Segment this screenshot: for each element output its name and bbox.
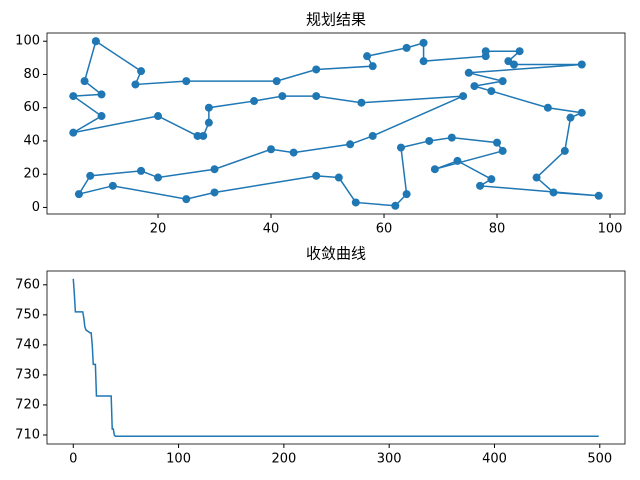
data-point bbox=[543, 103, 552, 112]
data-point bbox=[515, 47, 524, 56]
data-point bbox=[74, 190, 83, 199]
data-point bbox=[459, 92, 468, 101]
x-tick-label: 40 bbox=[263, 222, 280, 237]
data-point bbox=[346, 140, 355, 149]
data-point bbox=[312, 171, 321, 180]
data-point bbox=[204, 118, 213, 127]
data-point bbox=[425, 136, 434, 145]
data-point bbox=[351, 198, 360, 207]
plot-frame bbox=[46, 32, 626, 215]
y-tick-label: 740 bbox=[15, 337, 40, 352]
y-tick-label: 20 bbox=[23, 167, 40, 182]
data-point bbox=[312, 65, 321, 74]
data-point bbox=[532, 173, 541, 182]
x-tick-label: 60 bbox=[376, 222, 393, 237]
data-point bbox=[509, 60, 518, 69]
x-tick-label: 20 bbox=[150, 222, 167, 237]
data-point bbox=[391, 201, 400, 210]
y-tick-label: 720 bbox=[15, 397, 40, 412]
data-point bbox=[453, 156, 462, 165]
data-point bbox=[487, 175, 496, 184]
data-point bbox=[357, 98, 366, 107]
y-tick-label: 80 bbox=[23, 67, 40, 82]
data-point bbox=[289, 148, 298, 157]
data-point bbox=[97, 112, 106, 121]
x-tick-label: 80 bbox=[489, 222, 506, 237]
data-point bbox=[470, 82, 479, 91]
data-point bbox=[493, 138, 502, 147]
x-tick-label: 300 bbox=[377, 452, 402, 467]
x-tick-label: 0 bbox=[69, 452, 77, 467]
data-point bbox=[594, 191, 603, 200]
x-tick-label: 100 bbox=[166, 452, 191, 467]
data-point bbox=[368, 62, 377, 71]
y-tick-label: 60 bbox=[23, 100, 40, 115]
chart-title: 规划结果 bbox=[306, 11, 366, 29]
data-point bbox=[481, 47, 490, 56]
chart-title: 收敛曲线 bbox=[306, 245, 366, 263]
data-point bbox=[476, 181, 485, 190]
data-point bbox=[419, 57, 428, 66]
plot-frame bbox=[46, 270, 626, 445]
data-point bbox=[267, 145, 276, 154]
data-point bbox=[447, 133, 456, 142]
data-point bbox=[272, 77, 281, 86]
data-point bbox=[419, 38, 428, 47]
data-point bbox=[193, 131, 202, 140]
y-tick-label: 730 bbox=[15, 367, 40, 382]
data-point bbox=[250, 97, 259, 106]
data-point bbox=[278, 92, 287, 101]
x-tick-label: 500 bbox=[587, 452, 612, 467]
data-point bbox=[204, 103, 213, 112]
data-point bbox=[154, 112, 163, 121]
y-tick-label: 0 bbox=[32, 200, 40, 215]
data-point bbox=[402, 190, 411, 199]
data-point bbox=[108, 181, 117, 190]
y-tick-label: 100 bbox=[15, 34, 40, 49]
data-point bbox=[131, 80, 140, 89]
x-tick-label: 100 bbox=[598, 222, 623, 237]
x-tick-label: 400 bbox=[482, 452, 507, 467]
y-tick-label: 710 bbox=[15, 427, 40, 442]
data-point bbox=[182, 195, 191, 204]
data-point bbox=[549, 188, 558, 197]
data-point bbox=[464, 68, 473, 77]
data-point bbox=[560, 146, 569, 155]
data-point bbox=[498, 77, 507, 86]
data-point bbox=[91, 37, 100, 46]
data-point bbox=[566, 113, 575, 122]
data-point bbox=[577, 108, 586, 117]
y-tick-label: 750 bbox=[15, 307, 40, 322]
data-point bbox=[487, 87, 496, 96]
data-point bbox=[210, 165, 219, 174]
data-point bbox=[498, 146, 507, 155]
data-point bbox=[69, 92, 78, 101]
y-tick-label: 40 bbox=[23, 133, 40, 148]
data-point bbox=[137, 166, 146, 175]
data-line bbox=[72, 278, 599, 437]
data-point bbox=[363, 52, 372, 61]
data-point bbox=[312, 92, 321, 101]
data-point bbox=[69, 128, 78, 137]
data-point bbox=[368, 131, 377, 140]
data-line bbox=[71, 40, 599, 207]
data-point bbox=[154, 173, 163, 182]
data-point bbox=[80, 77, 89, 86]
data-point bbox=[97, 90, 106, 99]
data-point bbox=[86, 171, 95, 180]
x-tick-label: 200 bbox=[271, 452, 296, 467]
data-point bbox=[430, 165, 439, 174]
data-point bbox=[182, 77, 191, 86]
y-tick-label: 760 bbox=[15, 277, 40, 292]
data-point bbox=[396, 143, 405, 152]
data-point bbox=[577, 60, 586, 69]
data-point bbox=[199, 131, 208, 140]
data-point bbox=[402, 43, 411, 52]
data-point bbox=[334, 173, 343, 182]
data-point bbox=[210, 188, 219, 197]
data-point bbox=[137, 67, 146, 76]
